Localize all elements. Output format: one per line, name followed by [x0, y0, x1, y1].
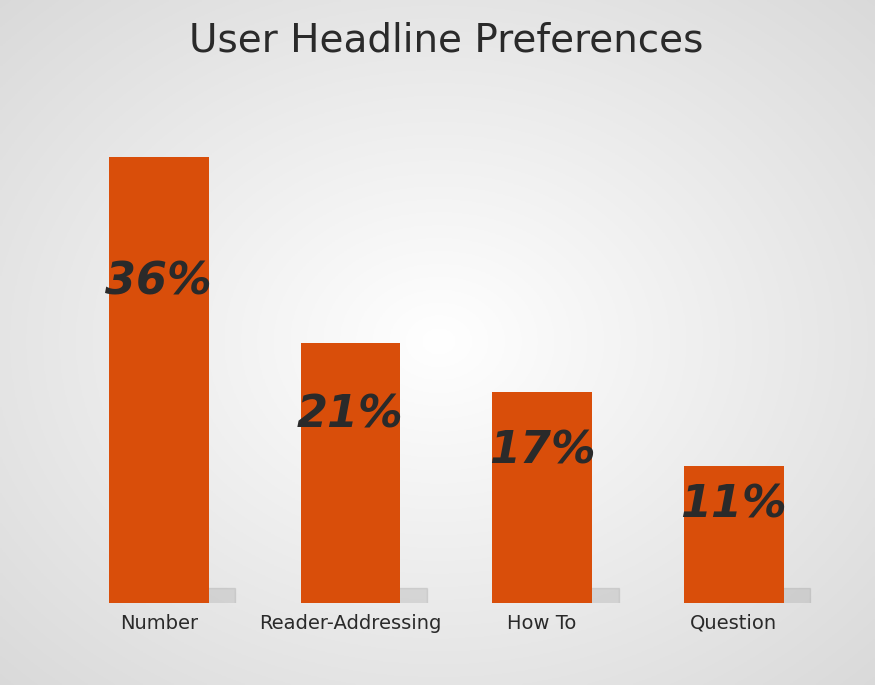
- Title: User Headline Preferences: User Headline Preferences: [189, 22, 704, 60]
- Polygon shape: [500, 588, 619, 609]
- Bar: [301, 342, 400, 603]
- Polygon shape: [308, 588, 427, 609]
- Bar: [493, 392, 592, 603]
- Text: 21%: 21%: [298, 394, 403, 437]
- Text: 36%: 36%: [106, 260, 212, 303]
- Polygon shape: [691, 588, 810, 609]
- Bar: [684, 466, 784, 603]
- Bar: [108, 157, 208, 603]
- Text: 17%: 17%: [489, 429, 595, 473]
- Text: 11%: 11%: [681, 483, 788, 526]
- Polygon shape: [116, 588, 235, 609]
